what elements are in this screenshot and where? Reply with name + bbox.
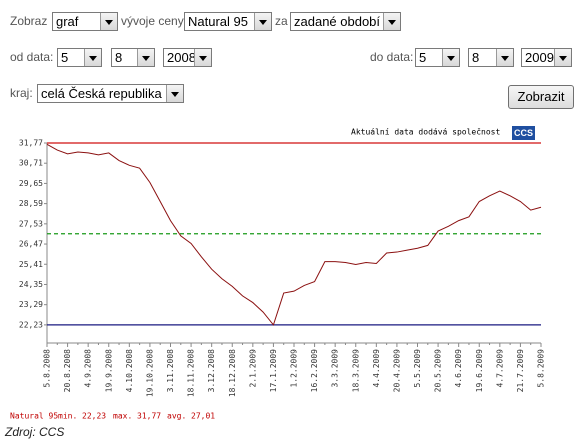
x-tick-label: 20.5.2009 bbox=[434, 349, 443, 393]
submit-button[interactable]: Zobrazit bbox=[508, 85, 574, 109]
x-tick-label: 2.1.2009 bbox=[248, 349, 257, 388]
select[interactable]: 2008 bbox=[163, 48, 212, 67]
x-tick-label: 3.3.2009 bbox=[331, 349, 340, 388]
attribution: Aktuální data dodává společnost bbox=[351, 127, 500, 137]
logo: CCS bbox=[514, 128, 533, 138]
x-tick-label: 4.9.2008 bbox=[84, 349, 93, 388]
label: za bbox=[275, 14, 288, 28]
source: Zdroj: CCS bbox=[4, 425, 64, 439]
y-tick-label: 29,65 bbox=[19, 179, 43, 188]
x-tick-label: 4.7.2009 bbox=[495, 349, 504, 388]
select[interactable]: 5 bbox=[415, 48, 460, 67]
x-tick-label: 20.8.2008 bbox=[63, 349, 72, 393]
y-tick-label: 25,41 bbox=[19, 260, 43, 269]
stats-text: avg. bbox=[167, 412, 186, 421]
select[interactable]: 2009 bbox=[521, 48, 572, 67]
select[interactable]: celá Česká republika bbox=[37, 84, 184, 103]
x-tick-label: 5.5.2009 bbox=[413, 349, 422, 388]
y-tick-label: 27,53 bbox=[19, 219, 43, 228]
x-tick-label: 17.1.2009 bbox=[269, 349, 278, 393]
price-line bbox=[46, 143, 542, 326]
x-tick-label: 19.10.2008 bbox=[145, 349, 154, 397]
select[interactable]: Natural 95 bbox=[184, 12, 272, 31]
x-tick-label: 4.10.2008 bbox=[125, 349, 134, 393]
x-tick-label: 3.12.2008 bbox=[207, 349, 216, 393]
x-tick-label: 19.6.2009 bbox=[475, 349, 484, 393]
x-tick-label: 20.4.2009 bbox=[392, 349, 401, 393]
select[interactable]: 8 bbox=[468, 48, 514, 67]
x-tick-label: 3.11.2008 bbox=[166, 349, 175, 393]
x-tick-label: 5.8.2008 bbox=[43, 349, 52, 388]
stats-text: Natural 95 bbox=[10, 412, 58, 421]
x-tick-label: 5.8.2009 bbox=[537, 349, 546, 388]
y-tick-label: 22,23 bbox=[19, 320, 43, 329]
y-tick-label: 26,47 bbox=[19, 240, 43, 249]
x-tick-label: 1.2.2009 bbox=[290, 349, 299, 388]
select[interactable]: 8 bbox=[111, 48, 155, 67]
stats-text: 27,01 bbox=[191, 412, 215, 421]
x-tick-label: 21.7.2009 bbox=[516, 349, 525, 393]
label: do data: bbox=[370, 50, 414, 64]
select[interactable]: 5 bbox=[57, 48, 102, 67]
label: kraj: bbox=[10, 86, 33, 100]
stats-text: 22,23 bbox=[82, 412, 106, 421]
x-tick-label: 18.3.2009 bbox=[351, 349, 360, 393]
x-tick-label: 18.11.2008 bbox=[187, 349, 196, 397]
stats-text: 31,77 bbox=[137, 412, 161, 421]
stats-text: min. bbox=[58, 412, 77, 421]
label: od data: bbox=[10, 50, 54, 64]
x-tick-label: 16.2.2009 bbox=[310, 349, 319, 393]
y-tick-label: 24,35 bbox=[19, 280, 43, 289]
logo-box bbox=[512, 126, 535, 140]
y-tick-label: 23,29 bbox=[19, 300, 43, 309]
y-tick-label: 31,77 bbox=[19, 139, 43, 148]
label: Zobraz bbox=[10, 14, 48, 28]
stats-text: max. bbox=[113, 412, 132, 421]
label: vývoje ceny bbox=[121, 14, 184, 28]
select[interactable]: zadané období bbox=[290, 12, 401, 31]
x-tick-label: 4.6.2009 bbox=[454, 349, 463, 388]
select[interactable]: graf bbox=[52, 12, 118, 31]
x-tick-label: 19.9.2008 bbox=[104, 349, 113, 393]
y-tick-label: 28,59 bbox=[19, 199, 43, 208]
x-tick-label: 18.12.2008 bbox=[228, 349, 237, 397]
y-tick-label: 30,71 bbox=[19, 159, 43, 168]
x-tick-label: 4.4.2009 bbox=[372, 349, 381, 388]
